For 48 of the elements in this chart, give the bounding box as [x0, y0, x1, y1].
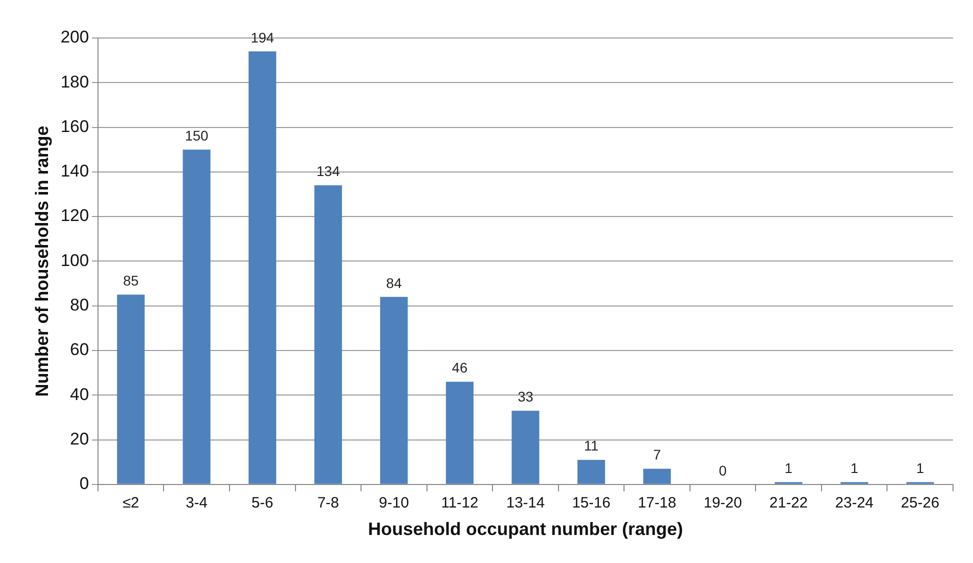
data-label: 33 [518, 388, 534, 405]
data-label: 85 [123, 272, 139, 289]
data-label: 7 [653, 446, 662, 463]
y-tick-label: 200 [60, 28, 89, 47]
data-label: 1 [850, 460, 858, 476]
y-tick-label: 0 [79, 474, 89, 494]
x-tick-label: 9-10 [378, 494, 409, 512]
data-label: 194 [250, 29, 274, 46]
bar [380, 296, 408, 484]
y-tick-label: 180 [60, 72, 89, 92]
y-tick-label: 40 [70, 384, 89, 404]
bar [643, 468, 671, 484]
y-tick-label: 80 [70, 296, 89, 315]
y-tick-label: 160 [60, 116, 89, 136]
y-tick-label: 20 [70, 429, 89, 448]
data-label: 134 [316, 163, 340, 180]
data-label: 11 [584, 438, 599, 454]
x-tick-label: 7-8 [317, 494, 340, 512]
y-tick-label: 60 [70, 340, 89, 360]
data-label: 84 [386, 274, 402, 291]
bar [182, 150, 210, 484]
bar [446, 382, 474, 484]
bar [314, 185, 342, 484]
x-tick-label: 3-4 [186, 494, 208, 512]
x-tick-label: 17-18 [638, 494, 676, 512]
data-label: 46 [452, 360, 468, 376]
x-tick-label: 11-12 [441, 494, 478, 512]
data-label: 0 [718, 462, 727, 478]
y-axis-title: Number of households in range [32, 126, 52, 397]
x-tick-label: ≤2 [122, 494, 140, 512]
x-tick-label: 13-14 [506, 494, 545, 512]
x-tick-label: 5-6 [252, 494, 274, 512]
x-axis-title: Household occupant number (range) [368, 519, 683, 540]
bar [577, 460, 606, 484]
bar [117, 294, 145, 484]
x-tick-label: 19-20 [704, 494, 742, 512]
y-tick-label: 140 [60, 162, 89, 181]
y-tick-label: 120 [60, 206, 89, 226]
data-label: 150 [184, 127, 209, 144]
bar [248, 51, 276, 484]
y-tick-label: 100 [60, 250, 89, 270]
x-tick-label: 25-26 [900, 494, 940, 512]
data-label: 1 [784, 460, 793, 476]
x-tick-label: 23-24 [835, 494, 874, 512]
x-tick-label: 15-16 [572, 494, 610, 512]
x-tick-label: 21-22 [769, 494, 808, 512]
bar [512, 410, 540, 484]
data-label: 1 [916, 460, 924, 476]
